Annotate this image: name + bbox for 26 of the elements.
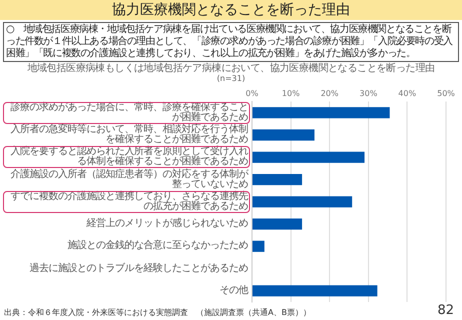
y-tick-label: 経営上のメリットが感じられないため — [86, 218, 248, 230]
x-tick-label: 30% — [360, 88, 378, 98]
bar — [252, 129, 314, 141]
y-tick-label: 施設との金銭的な合意に至らなかったため — [66, 240, 248, 252]
bar — [252, 107, 390, 118]
bar — [252, 174, 302, 186]
bar — [252, 240, 264, 252]
x-tick-label: 10% — [282, 88, 300, 98]
x-tick-label: 20% — [320, 88, 339, 98]
bar — [252, 196, 352, 208]
chart-subtitle: 地域包括医療病棟もしくは地域包括ケア病棟において、協力医療機関となることを断った理由 — [26, 63, 436, 74]
x-tick-label: 40% — [398, 88, 416, 98]
bar — [252, 152, 365, 163]
bar — [252, 285, 378, 296]
chart-title: 協力医療機関となることを断った理由 — [0, 0, 462, 20]
x-tick-label: 0% — [246, 88, 259, 98]
text: (n=31) — [216, 74, 246, 84]
source-note: 出典：令和６年度入院・外来医等における実態調査 （施設調査票（共通A、B票）） — [4, 308, 311, 318]
x-tick-label: 50% — [437, 88, 456, 98]
y-tick-label: 介護施設の入所者（認知症患者等）の対応をする体制が整っていないため — [10, 168, 248, 190]
text: ○ 地域包括医療病棟・地域包括ケア病棟を届け出ている医療機関において、協力医療機関となることを断った件数が１件以上ある場合の理由として、「診療の求めがあった場合の診療が困難」「入院必要時の受入困難」「既に複数の介護施設と連携しており、これ以上の拡充が困難」をあげた施設が多かった。 — [3, 22, 459, 62]
bar — [252, 218, 302, 230]
y-tick-label: 過去に施設とのトラブルを経験したことがあるため — [28, 262, 248, 274]
y-tick-label: その他 — [218, 284, 248, 296]
text: 82 — [437, 303, 454, 318]
y-tick-label: 入所者の急変時等において、常時、相談対応を行う体制を確保することが困難であるため — [10, 124, 248, 145]
